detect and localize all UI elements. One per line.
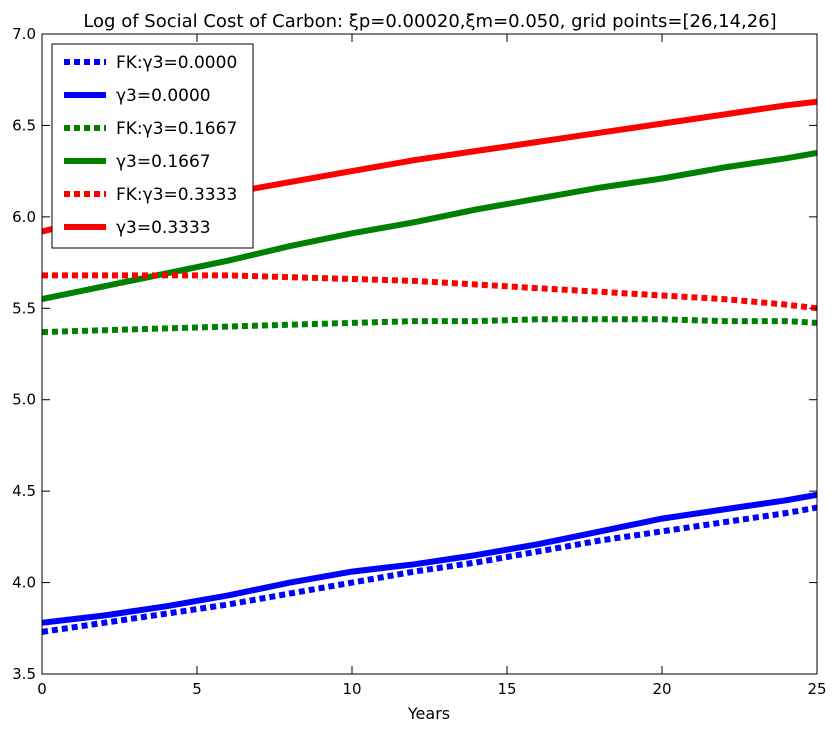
legend-label: FK:γ3=0.3333 — [116, 185, 237, 205]
series-line-5 — [42, 272, 817, 312]
x-tick-label: 0 — [37, 680, 47, 698]
x-tick-label: 5 — [192, 680, 202, 698]
legend-label: FK:γ3=0.0000 — [116, 53, 237, 73]
legend-label: γ3=0.0000 — [116, 86, 211, 106]
y-tick-label: 4.0 — [12, 574, 36, 592]
ticks-layer: 0 5 10 15 20 25 3.5 4.0 4.5 5.0 5.5 6.0 6.5 7.0 — [12, 25, 826, 698]
x-tick-label: 10 — [342, 680, 361, 698]
y-tick-label: 5.0 — [12, 391, 36, 409]
chart-title: Log of Social Cost of Carbon: ξp=0.00020… — [83, 11, 776, 32]
y-tick-label: 5.5 — [12, 299, 36, 317]
x-axis-label: Years — [407, 704, 450, 723]
series-line-2 — [42, 491, 817, 626]
x-tick-label: 15 — [497, 680, 516, 698]
y-tick-label: 6.0 — [12, 208, 36, 226]
y-tick-label: 7.0 — [12, 25, 36, 43]
series-layer — [42, 98, 817, 635]
legend-label: γ3=0.3333 — [116, 218, 211, 238]
x-tick-label: 25 — [807, 680, 826, 698]
y-tick-label: 6.5 — [12, 116, 36, 134]
y-tick-label: 3.5 — [12, 665, 36, 683]
plot-frame — [41, 33, 818, 675]
series-line-3 — [42, 316, 817, 336]
legend: FK:γ3=0.0000 γ3=0.0000 FK:γ3=0.1667 γ3=0.16… — [51, 43, 254, 249]
series-line-1 — [42, 504, 817, 635]
legend-label: FK:γ3=0.1667 — [116, 119, 237, 139]
legend-box — [51, 43, 254, 249]
y-tick-label: 4.5 — [12, 482, 36, 500]
x-tick-label: 20 — [652, 680, 671, 698]
legend-label: γ3=0.1667 — [116, 152, 211, 172]
series-line-4 — [42, 149, 817, 303]
